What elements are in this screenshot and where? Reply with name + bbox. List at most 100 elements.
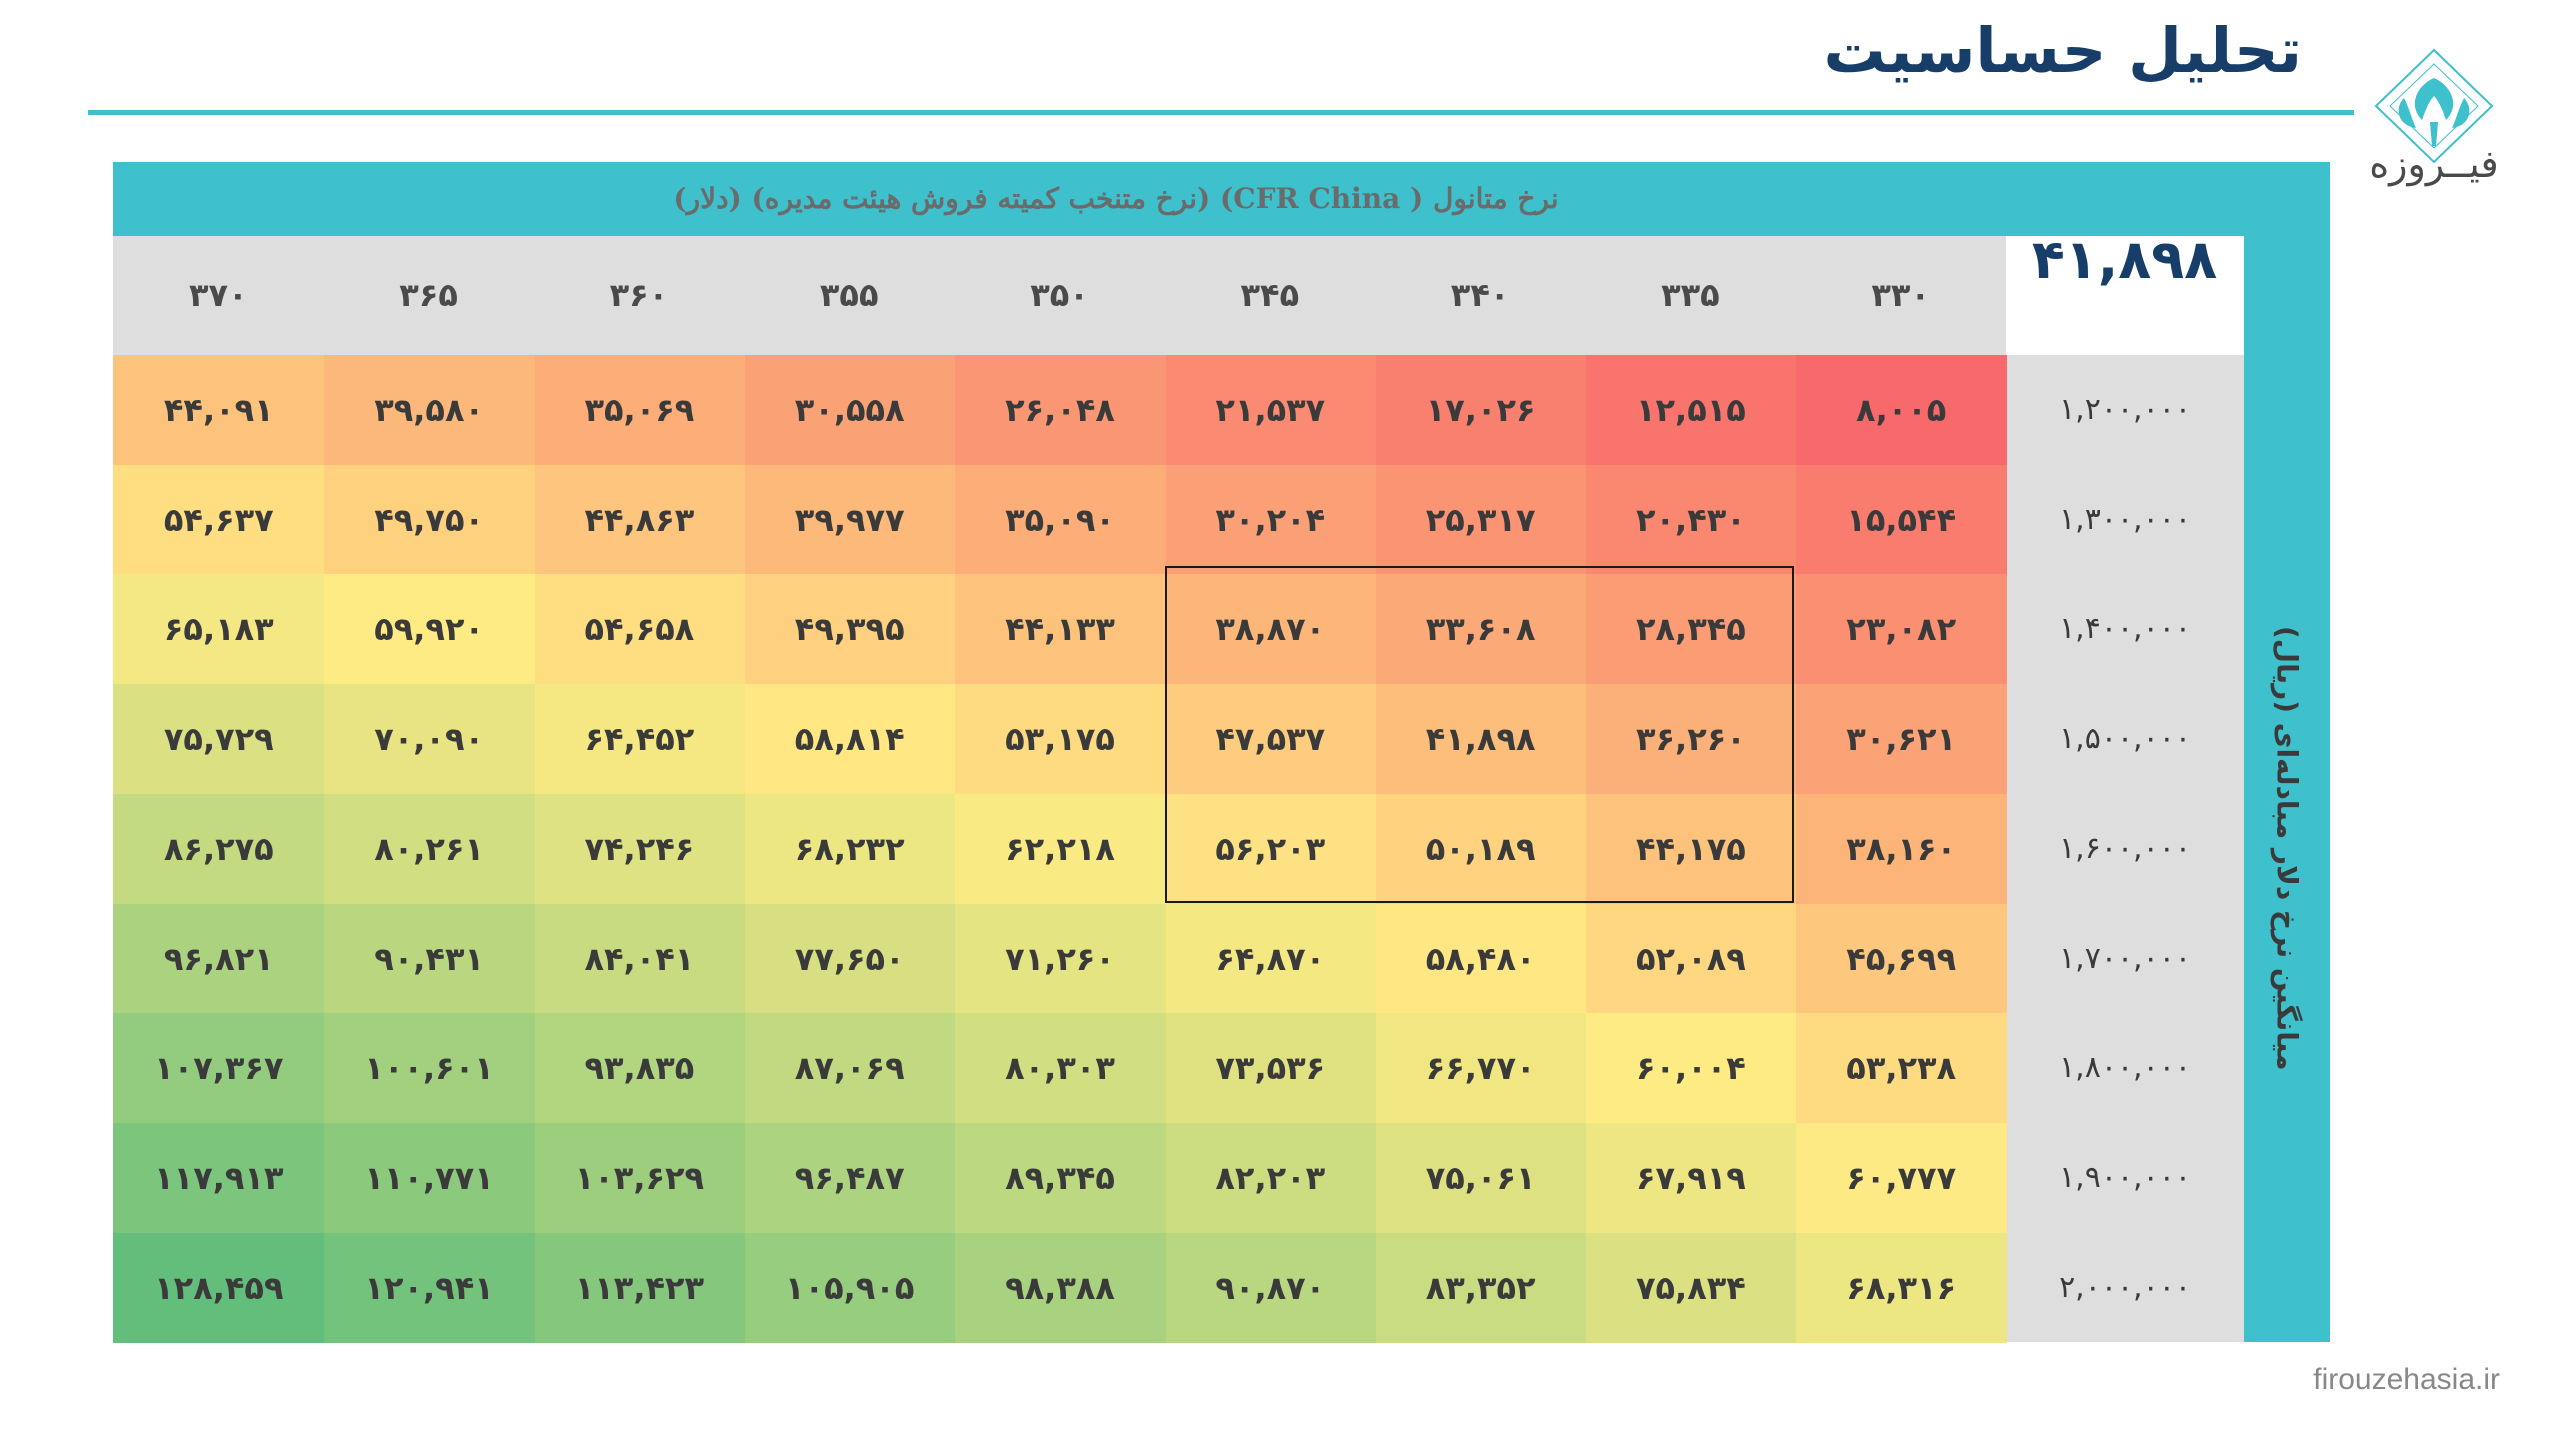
sensitivity-cell: ۳۹,۹۷۷ xyxy=(744,464,956,575)
sensitivity-cell: ۴۴,۸۶۳ xyxy=(533,464,745,575)
sensitivity-cell: ۴۴,۱۳۳ xyxy=(954,574,1166,685)
sensitivity-cell: ۸۶,۲۷۵ xyxy=(113,793,325,904)
row-axis-label-container: میانگین نرخ دلار مبادله‌ای (ریال) xyxy=(2244,355,2330,1342)
sensitivity-cell: ۶۴,۸۷۰ xyxy=(1164,903,1376,1014)
sensitivity-cell: ۳۵,۰۹۰ xyxy=(954,464,1166,575)
logo-wordmark: فیــروزه xyxy=(2369,142,2499,186)
column-header: ۳۴۰ xyxy=(1450,276,1510,314)
sensitivity-cell: ۹۰,۴۳۱ xyxy=(323,903,535,1014)
sensitivity-cell: ۳۹,۵۸۰ xyxy=(323,355,535,465)
sensitivity-cell: ۱۱۳,۴۲۳ xyxy=(533,1232,745,1343)
sensitivity-cell: ۵۰,۱۸۹ xyxy=(1375,793,1587,904)
sensitivity-cell: ۲۶,۰۴۸ xyxy=(954,355,1166,465)
table-frame-top xyxy=(113,162,2330,236)
sensitivity-cell: ۶۰,۰۰۴ xyxy=(1585,1013,1797,1124)
sensitivity-cell: ۵۹,۹۲۰ xyxy=(323,574,535,685)
sensitivity-cell: ۱۷,۰۲۶ xyxy=(1375,355,1587,465)
row-axis-label: میانگین نرخ دلار مبادله‌ای (ریال) xyxy=(2270,626,2304,1071)
sensitivity-cell: ۱۰۵,۹۰۵ xyxy=(744,1232,956,1343)
sensitivity-cell: ۴۱,۸۹۸ xyxy=(1375,684,1587,795)
sensitivity-cell: ۱۲,۵۱۵ xyxy=(1585,355,1797,465)
sensitivity-cell: ۷۵,۸۳۴ xyxy=(1585,1232,1797,1343)
sensitivity-cell: ۶۰,۷۷۷ xyxy=(1795,1122,2007,1233)
website-url: firouzehasia.ir xyxy=(2313,1363,2500,1396)
sensitivity-cell: ۶۸,۲۳۲ xyxy=(744,793,956,904)
sensitivity-cell: ۹۶,۸۲۱ xyxy=(113,903,325,1014)
row-header: ۱,۸۰۰,۰۰۰ xyxy=(2059,1050,2191,1086)
sensitivity-cell: ۲۵,۳۱۷ xyxy=(1375,464,1587,575)
sensitivity-cell: ۷۴,۲۴۶ xyxy=(533,793,745,904)
row-header: ۱,۲۰۰,۰۰۰ xyxy=(2059,392,2191,427)
sensitivity-cell: ۳۵,۰۶۹ xyxy=(533,355,745,465)
sensitivity-cell: ۷۵,۰۶۱ xyxy=(1375,1122,1587,1233)
table-frame-right xyxy=(2244,162,2330,1342)
column-header-row xyxy=(113,236,2006,355)
sensitivity-cell: ۸۹,۳۴۵ xyxy=(954,1122,1166,1233)
sensitivity-cell: ۷۰,۰۹۰ xyxy=(323,684,535,795)
row-header: ۱,۶۰۰,۰۰۰ xyxy=(2059,830,2191,866)
sensitivity-cell: ۳۶,۲۶۰ xyxy=(1585,684,1797,795)
sensitivity-cell: ۱۱۷,۹۱۳ xyxy=(113,1122,325,1233)
column-axis-label: نرخ متانول ( CFR China) (نرخ متنخب کمیته… xyxy=(673,182,1559,215)
sensitivity-cell: ۶۵,۱۸۳ xyxy=(113,574,325,685)
sensitivity-cell: ۴۹,۳۹۵ xyxy=(744,574,956,685)
sensitivity-cell: ۸۰,۳۰۳ xyxy=(954,1013,1166,1124)
sensitivity-cell: ۷۵,۷۲۹ xyxy=(113,684,325,795)
sensitivity-cell: ۵۶,۲۰۳ xyxy=(1164,793,1376,904)
row-header-column xyxy=(2006,355,2244,1342)
sensitivity-cell: ۴۹,۷۵۰ xyxy=(323,464,535,575)
sensitivity-cell: ۳۰,۶۲۱ xyxy=(1795,684,2007,795)
sensitivity-cell: ۴۵,۶۹۹ xyxy=(1795,903,2007,1014)
column-header: ۳۶۵ xyxy=(399,276,458,314)
column-header: ۳۷۰ xyxy=(189,276,248,314)
sensitivity-cell: ۵۴,۶۳۷ xyxy=(113,464,325,575)
row-header: ۲,۰۰۰,۰۰۰ xyxy=(2059,1269,2191,1305)
sensitivity-cell: ۱۲۰,۹۴۱ xyxy=(323,1232,535,1343)
sensitivity-cell: ۴۴,۰۹۱ xyxy=(113,355,325,465)
firouzeh-logo-icon xyxy=(2374,48,2494,164)
sensitivity-cell: ۷۳,۵۳۶ xyxy=(1164,1013,1376,1124)
sensitivity-cell: ۱۰۷,۳۶۷ xyxy=(113,1013,325,1124)
sensitivity-cell: ۶۲,۲۱۸ xyxy=(954,793,1166,904)
sensitivity-cell: ۷۷,۶۵۰ xyxy=(744,903,956,1014)
column-header: ۳۶۰ xyxy=(609,276,669,314)
page-title: تحلیل حساسیت xyxy=(1823,14,2302,87)
row-header: ۱,۴۰۰,۰۰۰ xyxy=(2059,611,2191,647)
sensitivity-cell: ۸۳,۳۵۲ xyxy=(1375,1232,1587,1343)
sensitivity-cell: ۷۱,۲۶۰ xyxy=(954,903,1166,1014)
sensitivity-cell: ۶۸,۳۱۶ xyxy=(1795,1232,2007,1343)
sensitivity-cell: ۵۲,۰۸۹ xyxy=(1585,903,1797,1014)
sensitivity-cell: ۵۳,۲۳۸ xyxy=(1795,1013,2007,1124)
sensitivity-cell: ۶۷,۹۱۹ xyxy=(1585,1122,1797,1233)
sensitivity-cell: ۹۰,۸۷۰ xyxy=(1164,1232,1376,1343)
row-header: ۱,۷۰۰,۰۰۰ xyxy=(2059,940,2191,976)
row-header: ۱,۹۰۰,۰۰۰ xyxy=(2059,1159,2191,1195)
sensitivity-cell: ۱۰۳,۶۲۹ xyxy=(533,1122,745,1233)
sensitivity-cell: ۹۸,۳۸۸ xyxy=(954,1232,1166,1343)
sensitivity-cell: ۳۰,۵۵۸ xyxy=(744,355,956,465)
sensitivity-cell: ۴۷,۵۳۷ xyxy=(1164,684,1376,795)
sensitivity-cell: ۹۶,۴۸۷ xyxy=(744,1122,956,1233)
column-header: ۳۳۵ xyxy=(1661,276,1720,314)
row-header: ۱,۵۰۰,۰۰۰ xyxy=(2059,721,2191,757)
sensitivity-cell: ۱۲۸,۴۵۹ xyxy=(113,1232,325,1343)
column-header: ۳۴۵ xyxy=(1240,276,1300,314)
sensitivity-cell: ۳۳,۶۰۸ xyxy=(1375,574,1587,685)
sensitivity-cell: ۵۸,۴۸۰ xyxy=(1375,903,1587,1014)
column-header: ۳۳۰ xyxy=(1871,276,1930,314)
sensitivity-cell: ۲۰,۴۳۰ xyxy=(1585,464,1797,575)
sensitivity-cell: ۵۳,۱۷۵ xyxy=(954,684,1166,795)
sensitivity-cell: ۱۱۰,۷۷۱ xyxy=(323,1122,535,1233)
sensitivity-cell: ۵۸,۸۱۴ xyxy=(744,684,956,795)
sensitivity-cell: ۸۴,۰۴۱ xyxy=(533,903,745,1014)
row-header: ۱,۳۰۰,۰۰۰ xyxy=(2059,501,2191,537)
sensitivity-cell: ۵۴,۶۵۸ xyxy=(533,574,745,685)
base-case-value: ۴۱,۸۹۸ xyxy=(2031,228,2218,291)
sensitivity-cell: ۸۰,۲۶۱ xyxy=(323,793,535,904)
sensitivity-cell: ۸,۰۰۵ xyxy=(1795,355,2007,465)
sensitivity-cell: ۶۴,۴۵۲ xyxy=(533,684,745,795)
sensitivity-cell: ۲۳,۰۸۲ xyxy=(1795,574,2007,685)
sensitivity-cell: ۸۲,۲۰۳ xyxy=(1164,1122,1376,1233)
sensitivity-cell: ۶۶,۷۷۰ xyxy=(1375,1013,1587,1124)
sensitivity-cell: ۱۰۰,۶۰۱ xyxy=(323,1013,535,1124)
